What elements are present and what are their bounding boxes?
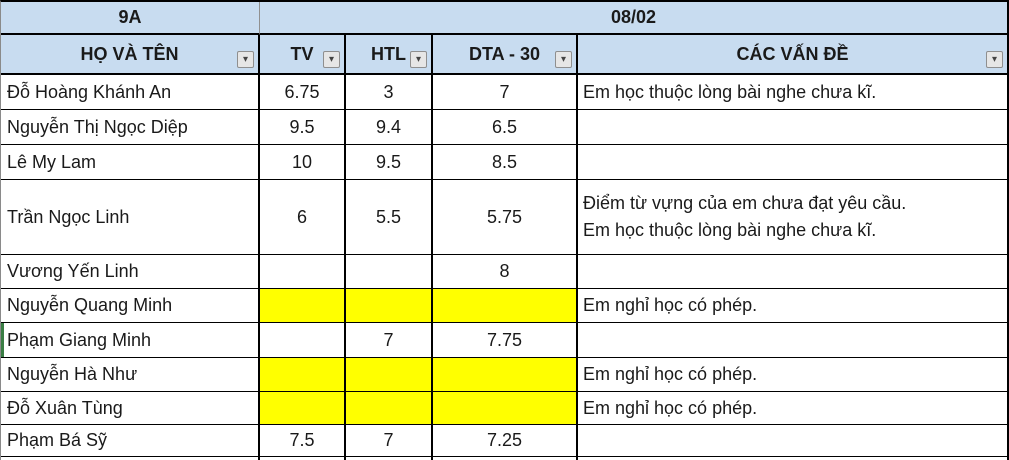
table-row: Phạm Bá Sỹ 7.5 7 7.25 (1, 425, 1009, 457)
empty-cell (578, 457, 1009, 460)
filter-button-issues[interactable]: ▾ (986, 51, 1003, 68)
dta-score-cell[interactable]: 5.75 (433, 180, 578, 255)
partial-next-row (1, 457, 1009, 460)
student-name-cell[interactable]: Đỗ Xuân Tùng (1, 392, 260, 425)
dta-score-cell-highlighted[interactable] (433, 289, 578, 323)
dta-score-cell[interactable]: 7 (433, 75, 578, 110)
column-header-htl-label: HTL (371, 43, 406, 64)
dta-score-cell[interactable]: 6.5 (433, 110, 578, 145)
htl-score-cell[interactable]: 7 (346, 425, 433, 457)
htl-score-cell[interactable]: 5.5 (346, 180, 433, 255)
table-row: Vương Yến Linh 8 (1, 255, 1009, 289)
tv-score-cell[interactable] (260, 255, 346, 289)
table-row: Lê My Lam 10 9.5 8.5 (1, 145, 1009, 180)
class-label-cell[interactable]: 9A (1, 2, 260, 35)
htl-score-cell-highlighted[interactable] (346, 289, 433, 323)
column-header-row: HỌ VÀ TÊN ▾ TV ▾ HTL ▾ DTA - 30 ▾ CÁC VẤ… (1, 35, 1009, 75)
tv-score-cell-highlighted[interactable] (260, 358, 346, 392)
issues-note-cell[interactable] (578, 110, 1009, 145)
issues-note-cell[interactable] (578, 425, 1009, 457)
column-header-dta-label: DTA - 30 (468, 43, 540, 64)
tv-score-cell[interactable]: 6 (260, 180, 346, 255)
student-name-cell[interactable]: Phạm Giang Minh (1, 323, 260, 358)
issues-note-cell[interactable]: Em học thuộc lòng bài nghe chưa kĩ. (578, 75, 1009, 110)
filter-dropdown-icon: ▾ (415, 53, 422, 65)
table-row: Đỗ Hoàng Khánh An 6.75 3 7 Em học thuộc … (1, 75, 1009, 110)
htl-score-cell-highlighted[interactable] (346, 392, 433, 425)
issues-note-cell[interactable] (578, 145, 1009, 180)
tv-score-cell[interactable]: 6.75 (260, 75, 346, 110)
issues-note-cell[interactable]: Điểm từ vựng của em chưa đạt yêu cầu. Em… (578, 180, 1009, 255)
htl-score-cell[interactable]: 9.4 (346, 110, 433, 145)
table-row: Nguyễn Thị Ngọc Diệp 9.5 9.4 6.5 (1, 110, 1009, 145)
tv-score-cell[interactable] (260, 323, 346, 358)
filter-button-name[interactable]: ▾ (237, 51, 254, 68)
student-name-cell[interactable]: Phạm Bá Sỹ (1, 425, 260, 457)
dta-score-cell[interactable]: 7.75 (433, 323, 578, 358)
htl-score-cell[interactable] (346, 255, 433, 289)
student-name-cell[interactable]: Vương Yến Linh (1, 255, 260, 289)
issues-note-cell[interactable] (578, 323, 1009, 358)
dta-score-cell[interactable]: 8 (433, 255, 578, 289)
empty-cell (433, 457, 578, 460)
column-header-dta[interactable]: DTA - 30 ▾ (433, 35, 578, 75)
dta-score-cell[interactable]: 7.25 (433, 425, 578, 457)
merged-header-row: 9A 08/02 (1, 2, 1009, 35)
column-header-issues-label: CÁC VẤN ĐỀ (736, 43, 849, 64)
tv-score-cell-highlighted[interactable] (260, 289, 346, 323)
issues-note-cell[interactable]: Em nghỉ học có phép. (578, 392, 1009, 425)
empty-cell (346, 457, 433, 460)
filter-dropdown-icon: ▾ (560, 53, 567, 65)
student-name-cell[interactable]: Đỗ Hoàng Khánh An (1, 75, 260, 110)
htl-score-cell[interactable]: 9.5 (346, 145, 433, 180)
column-header-issues[interactable]: CÁC VẤN ĐỀ ▾ (578, 35, 1009, 75)
table-row: Phạm Giang Minh 7 7.75 (1, 323, 1009, 358)
dta-score-cell-highlighted[interactable] (433, 392, 578, 425)
tv-score-cell[interactable]: 10 (260, 145, 346, 180)
filter-dropdown-icon: ▾ (328, 53, 335, 65)
filter-dropdown-icon: ▾ (991, 53, 998, 65)
student-name-cell[interactable]: Trần Ngọc Linh (1, 180, 260, 255)
empty-cell (260, 457, 346, 460)
student-name-cell[interactable]: Nguyễn Thị Ngọc Diệp (1, 110, 260, 145)
htl-score-cell[interactable]: 3 (346, 75, 433, 110)
htl-score-cell-highlighted[interactable] (346, 358, 433, 392)
filter-button-dta[interactable]: ▾ (555, 51, 572, 68)
issues-note-cell[interactable] (578, 255, 1009, 289)
column-header-tv[interactable]: TV ▾ (260, 35, 346, 75)
table-row: Đỗ Xuân Tùng Em nghỉ học có phép. (1, 392, 1009, 425)
column-header-name[interactable]: HỌ VÀ TÊN ▾ (1, 35, 260, 75)
empty-cell (1, 457, 260, 460)
column-header-name-label: HỌ VÀ TÊN (80, 43, 179, 64)
dta-score-cell[interactable]: 8.5 (433, 145, 578, 180)
table-row: Nguyễn Hà Như Em nghỉ học có phép. (1, 358, 1009, 392)
column-header-tv-label: TV (290, 43, 314, 64)
issues-note-cell[interactable]: Em nghỉ học có phép. (578, 289, 1009, 323)
filter-button-htl[interactable]: ▾ (410, 51, 427, 68)
filter-dropdown-icon: ▾ (242, 53, 249, 65)
tv-score-cell[interactable]: 9.5 (260, 110, 346, 145)
student-name-cell[interactable]: Nguyễn Hà Như (1, 358, 260, 392)
htl-score-cell[interactable]: 7 (346, 323, 433, 358)
table-row: Trần Ngọc Linh 6 5.5 5.75 Điểm từ vựng c… (1, 180, 1009, 255)
dta-score-cell-highlighted[interactable] (433, 358, 578, 392)
table-row: Nguyễn Quang Minh Em nghỉ học có phép. (1, 289, 1009, 323)
student-name-cell[interactable]: Lê My Lam (1, 145, 260, 180)
tv-score-cell-highlighted[interactable] (260, 392, 346, 425)
filter-button-tv[interactable]: ▾ (323, 51, 340, 68)
tv-score-cell[interactable]: 7.5 (260, 425, 346, 457)
column-header-htl[interactable]: HTL ▾ (346, 35, 433, 75)
student-name-cell[interactable]: Nguyễn Quang Minh (1, 289, 260, 323)
date-header-cell[interactable]: 08/02 (260, 2, 1009, 35)
issues-note-cell[interactable]: Em nghỉ học có phép. (578, 358, 1009, 392)
